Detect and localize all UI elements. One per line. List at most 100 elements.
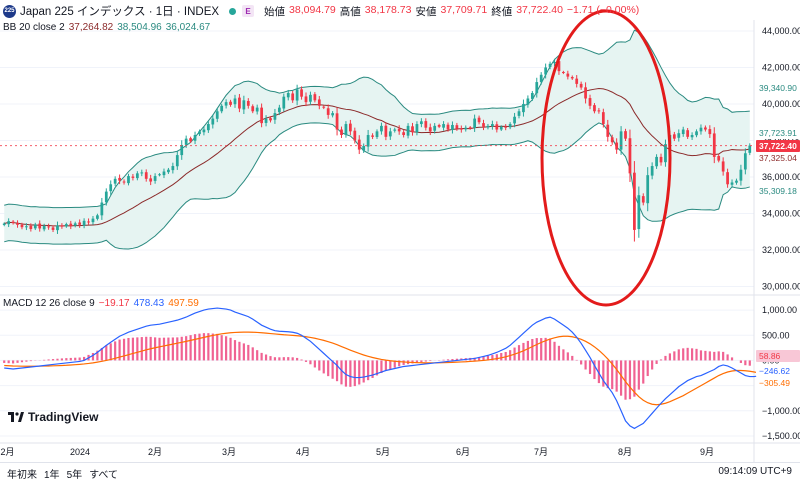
candle-body [7,221,11,225]
candle-body [712,133,716,157]
ohlc-readout: 始値 38,094.79 高値 38,178.73 安値 37,709.71 終値 37… [264,4,639,19]
candle-body [233,98,237,105]
ohlc-high-label: 高値 [339,5,361,18]
market-status-icon[interactable] [229,7,237,15]
bb-legend[interactable]: BB 20 close 2 37,264.82 38,504.96 36,024… [3,22,210,33]
candle-body [411,126,414,133]
candle-body [122,181,126,183]
candle-body [655,156,658,167]
candle-body [309,94,312,102]
candle-body [246,100,250,106]
candle-body [597,110,601,112]
candle-body [677,133,681,138]
candle-body [686,130,690,137]
candle-body [322,106,326,108]
candle-body [211,118,215,125]
candle-body [606,124,610,137]
candle-body [56,225,59,231]
candle-body [127,176,130,184]
macd-value-tag: −246.62 [759,366,790,376]
symbol-title[interactable]: Japan 225 インデックス · 1日 · INDEX [20,6,220,18]
candle-body [375,131,379,138]
candle-body [215,111,219,119]
bb-lower-tag-bg [756,185,800,197]
candle-body [588,98,592,106]
macd-tick-label: −1,500.00 [762,431,800,441]
candle-body [229,101,232,105]
footer-bar: 年初来 1年 5年 すべて 09:14:09 UTC+9 [0,462,800,482]
range-all[interactable]: すべて [89,470,119,481]
candle-body [96,215,99,219]
price-tick-label: 32,000.00 [762,245,800,255]
candle-body [446,124,450,130]
candle-body [522,103,525,113]
candle-body [64,224,68,227]
symbol-icon[interactable]: 225 [3,4,16,18]
candle-body [304,96,308,103]
bb-basis-tag: 37,325.04 [759,153,797,163]
candle-body [721,161,725,172]
candle-body [78,222,82,225]
macd-legend[interactable]: MACD 12 26 close 9 −19.17 478.43 497.59 [3,298,199,309]
candle-body [357,139,361,150]
candle-body [704,127,707,130]
candle-body [437,125,441,127]
candle-body [624,131,627,139]
candle-body [180,145,184,156]
candle-body [633,172,636,230]
price-tick-label: 36,000.00 [762,172,800,182]
time-axis-label: 3月 [222,447,236,457]
candle-body [562,71,565,73]
range-1y[interactable]: 1年 [44,470,60,481]
candle-body [251,106,255,112]
exchange-badge[interactable]: E [242,5,255,17]
candle-body [273,113,277,120]
macd-legend-name: MACD 12 26 close 9 [3,298,95,309]
candle-body [140,172,144,174]
ohlc-open-label: 始値 [264,5,286,18]
candle-body [118,177,121,181]
candle-body [193,135,197,141]
candle-body [340,129,343,136]
clock-timezone[interactable]: 09:14:09 UTC+9 [718,466,792,477]
candle-body [286,93,290,98]
candle-body [206,124,210,131]
time-axis-label: 8月 [618,447,632,457]
range-ytd[interactable]: 年初来 [7,470,37,481]
candle-body [433,125,437,131]
ohlc-high-value: 38,178.73 [364,3,412,16]
ohlc-open-value: 38,094.79 [289,3,336,16]
candle-body [641,196,645,203]
candle-body [637,195,641,230]
candle-body [317,99,321,106]
macd-legend-histogram: −19.17 [98,298,130,309]
candle-body [366,135,370,147]
candle-body [255,107,259,112]
candle-body [464,127,468,130]
candle-body [260,107,263,124]
candle-body [113,178,117,184]
candle-body [38,223,42,229]
signal-value-tag-bg [756,377,800,389]
candle-body [584,87,587,99]
macd-value-tag-bg [756,365,800,377]
candle-body [402,132,406,136]
bb-legend-basis: 37,264.82 [68,22,114,33]
range-5y[interactable]: 5年 [66,470,83,481]
candle-body [508,124,512,128]
candle-body [393,129,397,131]
candle-body [2,223,6,226]
candle-body [153,176,157,181]
bb-mid-tag-bg [756,127,800,139]
bb-lower-line [4,122,750,250]
candle-body [184,138,188,145]
candle-body [695,131,698,136]
candle-body [131,176,135,178]
signal-value-tag: −305.49 [759,378,790,388]
candle-body [424,121,428,128]
candle-body [269,118,272,121]
tradingview-logo[interactable]: TradingView [8,410,98,424]
candle-body [535,82,539,94]
candle-body [91,218,95,223]
